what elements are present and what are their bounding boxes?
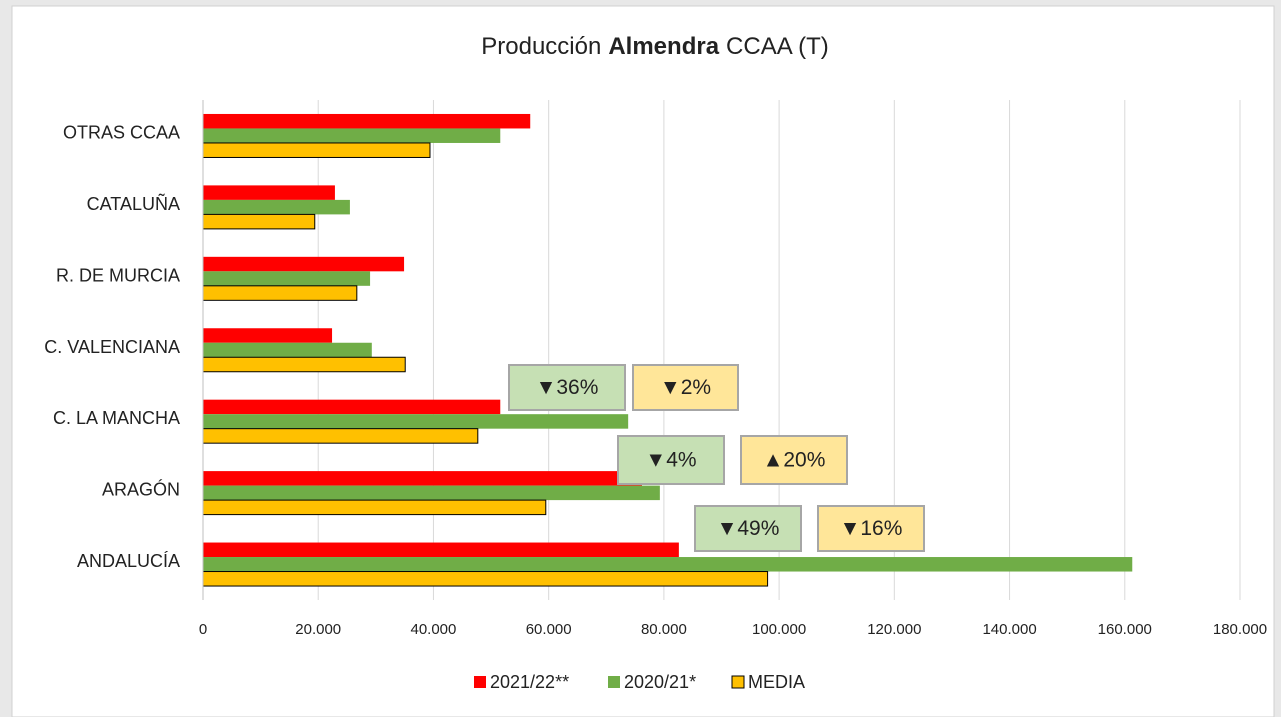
bar	[202, 499, 547, 516]
y-tick-label: ARAGÓN	[102, 479, 180, 500]
x-tick-label: 0	[199, 621, 207, 638]
chart-title: Producción Almendra CCAA (T)	[481, 33, 828, 60]
annotation: ▼4%	[645, 449, 696, 472]
bar	[203, 128, 501, 143]
y-tick-label: R. DE MURCIA	[56, 265, 180, 285]
legend-swatch	[474, 676, 486, 688]
title-part: Producción	[481, 33, 601, 60]
x-tick-label: 20.000	[295, 621, 341, 638]
y-tick-label: C. LA MANCHA	[53, 408, 180, 428]
bar	[203, 485, 660, 501]
x-tick-label: 40.000	[410, 621, 456, 638]
panel	[11, 5, 1275, 717]
bar	[203, 256, 405, 272]
y-tick-label: CATALUÑA	[87, 193, 180, 214]
x-tick-label: 180.000	[1213, 621, 1267, 638]
bar	[203, 542, 679, 558]
x-tick-label: 120.000	[867, 621, 921, 638]
annotation-box	[617, 435, 725, 485]
bar	[202, 428, 479, 444]
annotation: ▼16%	[840, 517, 903, 540]
annotation-box	[632, 364, 739, 411]
annotation-box	[817, 505, 925, 552]
bar	[203, 414, 629, 429]
x-tick-label: 60.000	[526, 621, 572, 638]
legend-label: 2021/22**	[490, 672, 569, 692]
legend-label: MEDIA	[748, 672, 805, 692]
bar	[203, 185, 335, 200]
title-part: CCAA (T)	[726, 33, 829, 60]
bar	[203, 113, 531, 129]
annotation-box	[694, 505, 802, 552]
annotation: ▲20%	[763, 449, 826, 472]
x-tick-label: 140.000	[982, 621, 1036, 638]
annotation: ▼2%	[660, 376, 711, 399]
x-tick-label: 100.000	[752, 621, 806, 638]
y-tick-label: OTRAS CCAA	[63, 122, 180, 142]
annotation: ▼36%	[536, 376, 599, 399]
bar	[202, 356, 406, 373]
bar	[202, 142, 431, 158]
bar	[203, 399, 501, 415]
bar	[203, 342, 372, 358]
y-tick-label: C. VALENCIANA	[44, 337, 180, 357]
bar	[202, 571, 769, 587]
legend-label: 2020/21*	[624, 672, 696, 692]
annotation: ▼49%	[717, 517, 780, 540]
legend-swatch	[731, 675, 745, 689]
bar	[203, 271, 371, 286]
bar	[203, 471, 642, 486]
x-tick-label: 160.000	[1098, 621, 1152, 638]
annotation-box	[740, 435, 848, 485]
annotation-box	[508, 364, 626, 411]
title-part: Almendra	[608, 33, 719, 60]
bar	[202, 285, 358, 301]
y-tick-label: ANDALUCÍA	[77, 551, 180, 571]
bar	[203, 199, 350, 215]
x-tick-label: 80.000	[641, 621, 687, 638]
bar	[203, 328, 333, 343]
bar	[203, 557, 1133, 572]
legend-swatch	[608, 676, 620, 688]
bar	[202, 213, 316, 230]
